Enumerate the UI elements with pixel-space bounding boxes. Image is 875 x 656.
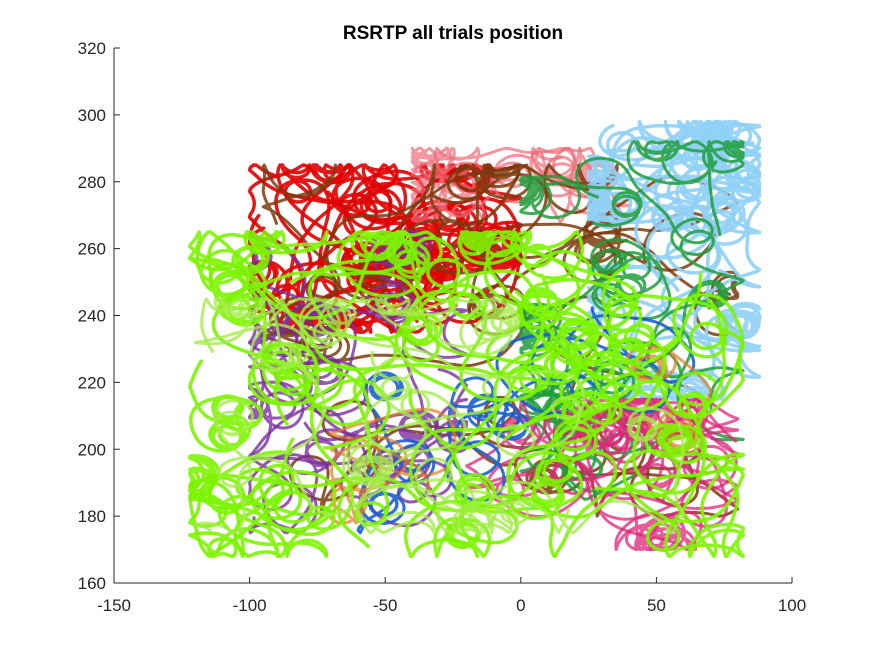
x-tick-label: -150 (97, 596, 131, 615)
trajectory-line (188, 454, 337, 559)
trajectory-line (559, 330, 642, 433)
trajectory-line (193, 297, 326, 489)
trajectory-line (503, 328, 707, 495)
trajectory-line (626, 140, 745, 237)
trajectory-line (519, 174, 643, 227)
trajectory-line (586, 119, 690, 230)
trajectory-line (485, 406, 685, 535)
y-tick-label: 280 (78, 173, 106, 192)
y-tick-label: 160 (78, 574, 106, 593)
x-tick-label: 0 (516, 596, 525, 615)
y-tick-label: 240 (78, 307, 106, 326)
x-tick-label: 50 (647, 596, 666, 615)
x-tick-label: -100 (233, 596, 267, 615)
y-tick-label: 180 (78, 507, 106, 526)
trajectory-line (188, 232, 391, 450)
y-axis-ticks: 160 180 200 220 240 260 280 300 320 (78, 39, 120, 593)
x-tick-label: 100 (778, 596, 806, 615)
trajectory-line (670, 301, 762, 379)
trajectory-line (594, 297, 745, 559)
y-tick-label: 320 (78, 39, 106, 58)
y-tick-label: 220 (78, 373, 106, 392)
trajectory-line (394, 289, 551, 494)
trajectory-line (195, 230, 268, 327)
trajectory-line (603, 272, 744, 407)
trajectory-line (341, 374, 512, 524)
trajectory-line (453, 325, 745, 511)
y-tick-label: 260 (78, 240, 106, 259)
trajectory-line (359, 297, 521, 356)
trajectory-line (573, 397, 740, 552)
trajectory-line (401, 269, 651, 398)
y-tick-label: 300 (78, 106, 106, 125)
trajectory-line (510, 230, 600, 367)
trajectory-line (289, 230, 422, 341)
x-axis-ticks: -150 -100 -50 0 50 100 (97, 577, 806, 615)
trajectory-line (457, 230, 592, 310)
trajectory-line (193, 457, 519, 535)
trajectory-line (660, 175, 762, 318)
trajectory-line (261, 229, 527, 368)
chart-title: RSRTP all trials position (343, 23, 563, 44)
plot-area (188, 119, 762, 559)
x-tick-label: -50 (373, 596, 398, 615)
trajectory-line (483, 247, 639, 352)
trajectory-line (249, 297, 460, 373)
y-tick-label: 200 (78, 440, 106, 459)
trajectory-line (200, 297, 586, 457)
trajectory-line (345, 350, 467, 535)
trajectory-line (188, 359, 264, 453)
series-10-trajectories (193, 297, 685, 535)
